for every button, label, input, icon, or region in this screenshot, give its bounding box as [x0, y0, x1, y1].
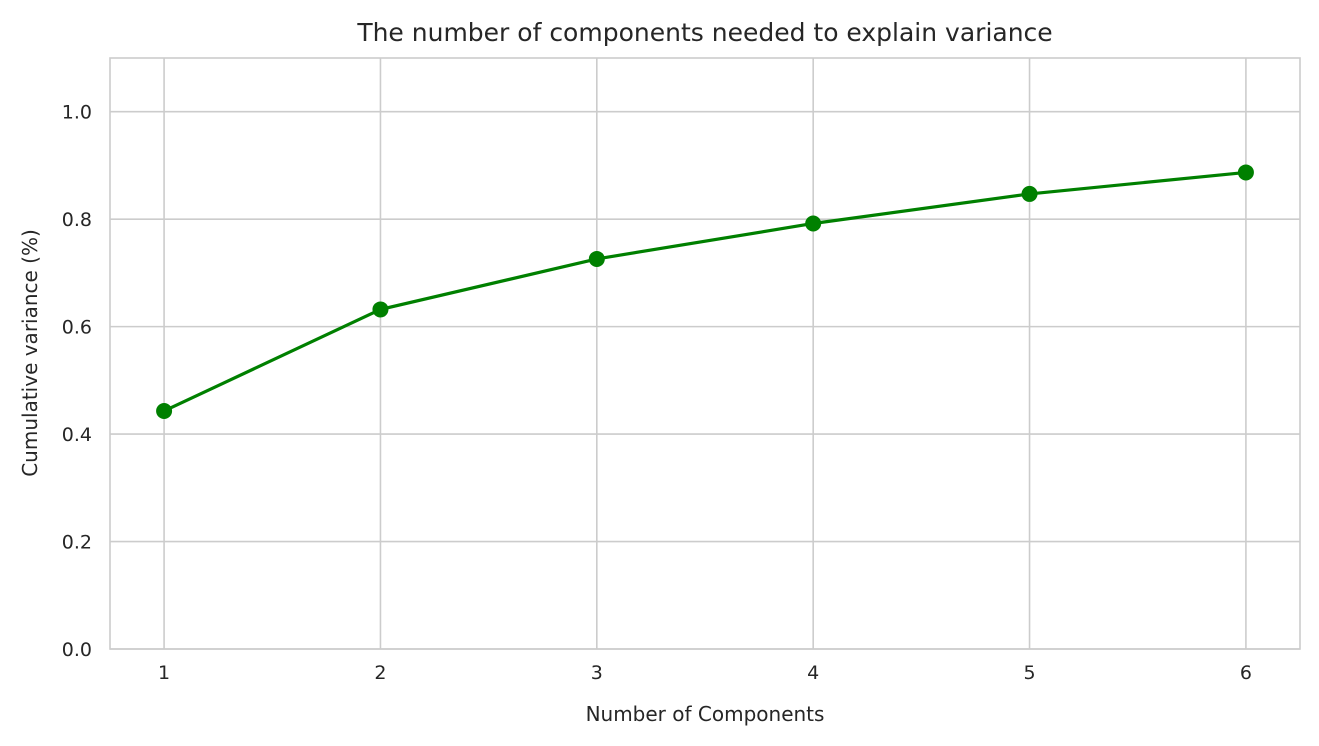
- y-tick-label: 0.4: [62, 424, 92, 446]
- chart-title: The number of components needed to expla…: [356, 18, 1052, 47]
- x-axis-label: Number of Components: [586, 702, 825, 726]
- series-group: [156, 164, 1254, 419]
- y-tick-label: 0.8: [62, 209, 92, 231]
- y-tick-label: 0.6: [62, 317, 92, 339]
- y-tick-label: 0.0: [62, 639, 92, 661]
- y-tick-label: 1.0: [62, 102, 92, 124]
- y-gridlines: [110, 110, 1300, 650]
- x-tick-label: 1: [158, 662, 170, 684]
- y-tick-label: 0.2: [62, 532, 92, 554]
- data-point: [372, 301, 389, 318]
- x-tick-label: 3: [591, 662, 603, 684]
- y-axis-label: Cumulative variance (%): [18, 229, 42, 477]
- series-line: [162, 170, 1248, 413]
- y-tick-labels: 0.0 0.2 0.4 0.6 0.8 1.0: [62, 102, 92, 661]
- data-point: [1021, 185, 1038, 202]
- x-gridlines: [163, 58, 1247, 649]
- x-tick-label: 2: [374, 662, 386, 684]
- x-tick-labels: 1 2 3 4 5 6: [158, 662, 1252, 684]
- x-tick-label: 5: [1023, 662, 1035, 684]
- x-tick-label: 4: [807, 662, 819, 684]
- data-point: [805, 215, 822, 232]
- data-point: [1237, 164, 1254, 181]
- data-point: [156, 402, 173, 419]
- x-tick-label: 6: [1240, 662, 1252, 684]
- plot-frame: [109, 57, 1301, 650]
- data-point: [588, 250, 605, 267]
